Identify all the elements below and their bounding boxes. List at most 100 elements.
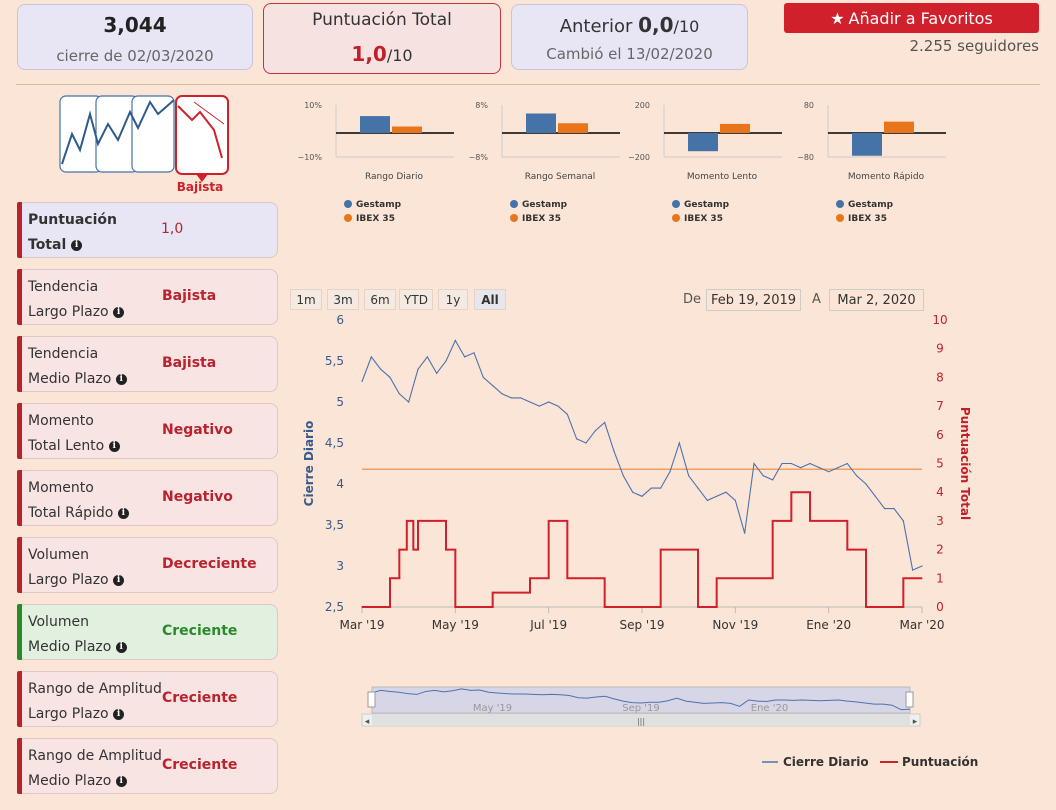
point-cierre-diario [501, 393, 503, 395]
point-cierre-diario [529, 401, 531, 403]
point-cierre-diario [800, 467, 802, 469]
indicator-label-line2: Total i [28, 233, 168, 258]
range-button-3m[interactable]: 3m [327, 289, 359, 310]
indicator-label-line2: Total Rápido i [28, 501, 168, 526]
indicator-accent-bar [17, 537, 22, 593]
info-icon[interactable]: i [117, 507, 129, 519]
y-right-tick: 5 [936, 457, 944, 471]
info-icon[interactable]: i [115, 641, 127, 653]
indicator-label-line2: Largo Plazo i [28, 568, 168, 593]
indicator-label-line2: Medio Plazo i [28, 769, 168, 794]
point-cierre-diario [725, 491, 727, 493]
x-tick-label: Jul '19 [529, 618, 567, 632]
point-cierre-diario [846, 462, 848, 465]
legend-puntuacion-label[interactable]: Puntuación [902, 755, 978, 769]
indicator-value: Bajista [162, 355, 217, 371]
point-cierre-diario [706, 499, 708, 501]
navigator-right-handle[interactable] [905, 691, 914, 708]
navigator-window[interactable] [371, 686, 911, 714]
legend-label[interactable]: IBEX 35 [522, 214, 561, 224]
mini-chart-title: Rango Diario [365, 172, 424, 182]
point-cierre-diario [856, 475, 858, 477]
point-puntuacion [384, 606, 386, 608]
point-cierre-diario [688, 475, 690, 477]
date-from-input[interactable]: Feb 19, 2019 [706, 289, 801, 311]
mini-ymax-label: 8% [475, 101, 488, 110]
navigator-left-handle[interactable] [367, 691, 376, 708]
point-cierre-diario [482, 376, 484, 378]
price-date: cierre de 02/03/2020 [56, 47, 214, 65]
range-button-1m[interactable]: 1m [290, 289, 322, 310]
indicator-accent-bar [17, 738, 22, 794]
price-card: 3,044 cierre de 02/03/2020 [17, 4, 253, 70]
x-tick-label: Ene '20 [806, 618, 851, 632]
legend-label[interactable]: IBEX 35 [684, 214, 723, 224]
legend-cierre-label[interactable]: Cierre Diario [783, 755, 869, 769]
range-button-1y[interactable]: 1y [438, 289, 468, 310]
scrollbar-thumb[interactable] [372, 714, 910, 726]
scroll-left-arrow-icon[interactable]: ◂ [365, 717, 370, 727]
info-icon[interactable]: i [71, 239, 83, 251]
legend-label[interactable]: IBEX 35 [356, 214, 395, 224]
legend-label[interactable]: Gestamp [356, 200, 402, 210]
indicator-label-line2: Total Lento i [28, 434, 168, 459]
point-cierre-diario [781, 462, 783, 465]
indicator-label: Tendencia Largo Plazo i [28, 275, 168, 325]
point-cierre-diario [697, 487, 699, 489]
indicator-label-text: Medio Plazo [28, 773, 116, 789]
legend-label[interactable]: Gestamp [684, 200, 730, 210]
y-left-tick: 6 [336, 313, 344, 327]
mini-bar-chart: 200 −200 Momento Lento Gestamp IBEX 35 [628, 101, 782, 224]
previous-max: /10 [673, 17, 700, 36]
info-icon[interactable]: i [115, 373, 127, 385]
point-cierre-diario [902, 520, 904, 522]
point-cierre-diario [632, 491, 634, 493]
mini-chart-title: Momento Rápido [848, 172, 925, 182]
indicator-label-line1: Rango de Amplitud [28, 681, 162, 697]
legend-label[interactable]: Gestamp [848, 200, 894, 210]
point-cierre-diario [660, 487, 662, 489]
legend-marker [672, 214, 680, 222]
indicator-panel: Rango de Amplitud Medio Plazo i Creciente [17, 738, 278, 794]
point-cierre-diario [492, 385, 494, 387]
point-puntuacion [604, 606, 606, 608]
legend-marker [672, 200, 680, 208]
add-favorites-button[interactable]: ★ Añadir a Favoritos [784, 3, 1039, 33]
point-cierre-diario [921, 565, 923, 567]
info-icon[interactable]: i [113, 574, 125, 586]
scroll-right-arrow-icon[interactable]: ▸ [913, 717, 918, 727]
mini-bar-ibex [392, 126, 422, 133]
range-button-ytd[interactable]: YTD [399, 289, 433, 310]
info-icon[interactable]: i [115, 775, 127, 787]
point-cierre-diario [622, 475, 624, 477]
score-max: /10 [386, 46, 413, 65]
date-to-input[interactable]: Mar 2, 2020 [829, 289, 924, 311]
previous-value: 0,0 [638, 13, 674, 37]
y-right-tick: 1 [936, 571, 944, 585]
point-cierre-diario [370, 356, 372, 358]
info-icon[interactable]: i [113, 306, 125, 318]
point-puntuacion [697, 606, 699, 608]
point-cierre-diario [828, 471, 830, 473]
score-card: Puntuación Total 1,0/10 [263, 3, 501, 74]
indicator-label-line1: Momento [28, 480, 94, 496]
legend-label[interactable]: IBEX 35 [848, 214, 887, 224]
legend-marker [836, 214, 844, 222]
y-right-tick: 8 [936, 370, 944, 384]
point-cierre-diario [893, 508, 895, 510]
point-puntuacion [566, 577, 568, 579]
range-button-all[interactable]: All [474, 289, 506, 310]
point-cierre-diario [650, 487, 652, 489]
legend-label[interactable]: Gestamp [522, 200, 568, 210]
point-cierre-diario [613, 450, 615, 452]
info-icon[interactable]: i [108, 440, 120, 452]
indicator-panel: Momento Total Lento i Negativo [17, 403, 278, 459]
indicator-label-text: Largo Plazo [28, 572, 114, 588]
date-to-label: A [812, 292, 821, 307]
scrollbar-grip-icon: ||| [637, 717, 645, 726]
range-button-6m[interactable]: 6m [364, 289, 396, 310]
indicator-label-line1: Volumen [28, 614, 89, 630]
main-chart: 2,5 3 3,5 4 4,5 5 5,5 6 0 1 2 3 4 5 6 7 8 9 10 Mar '19 May '… [302, 313, 978, 769]
info-icon[interactable]: i [113, 708, 125, 720]
indicator-panel: Volumen Largo Plazo i Decreciente [17, 537, 278, 593]
